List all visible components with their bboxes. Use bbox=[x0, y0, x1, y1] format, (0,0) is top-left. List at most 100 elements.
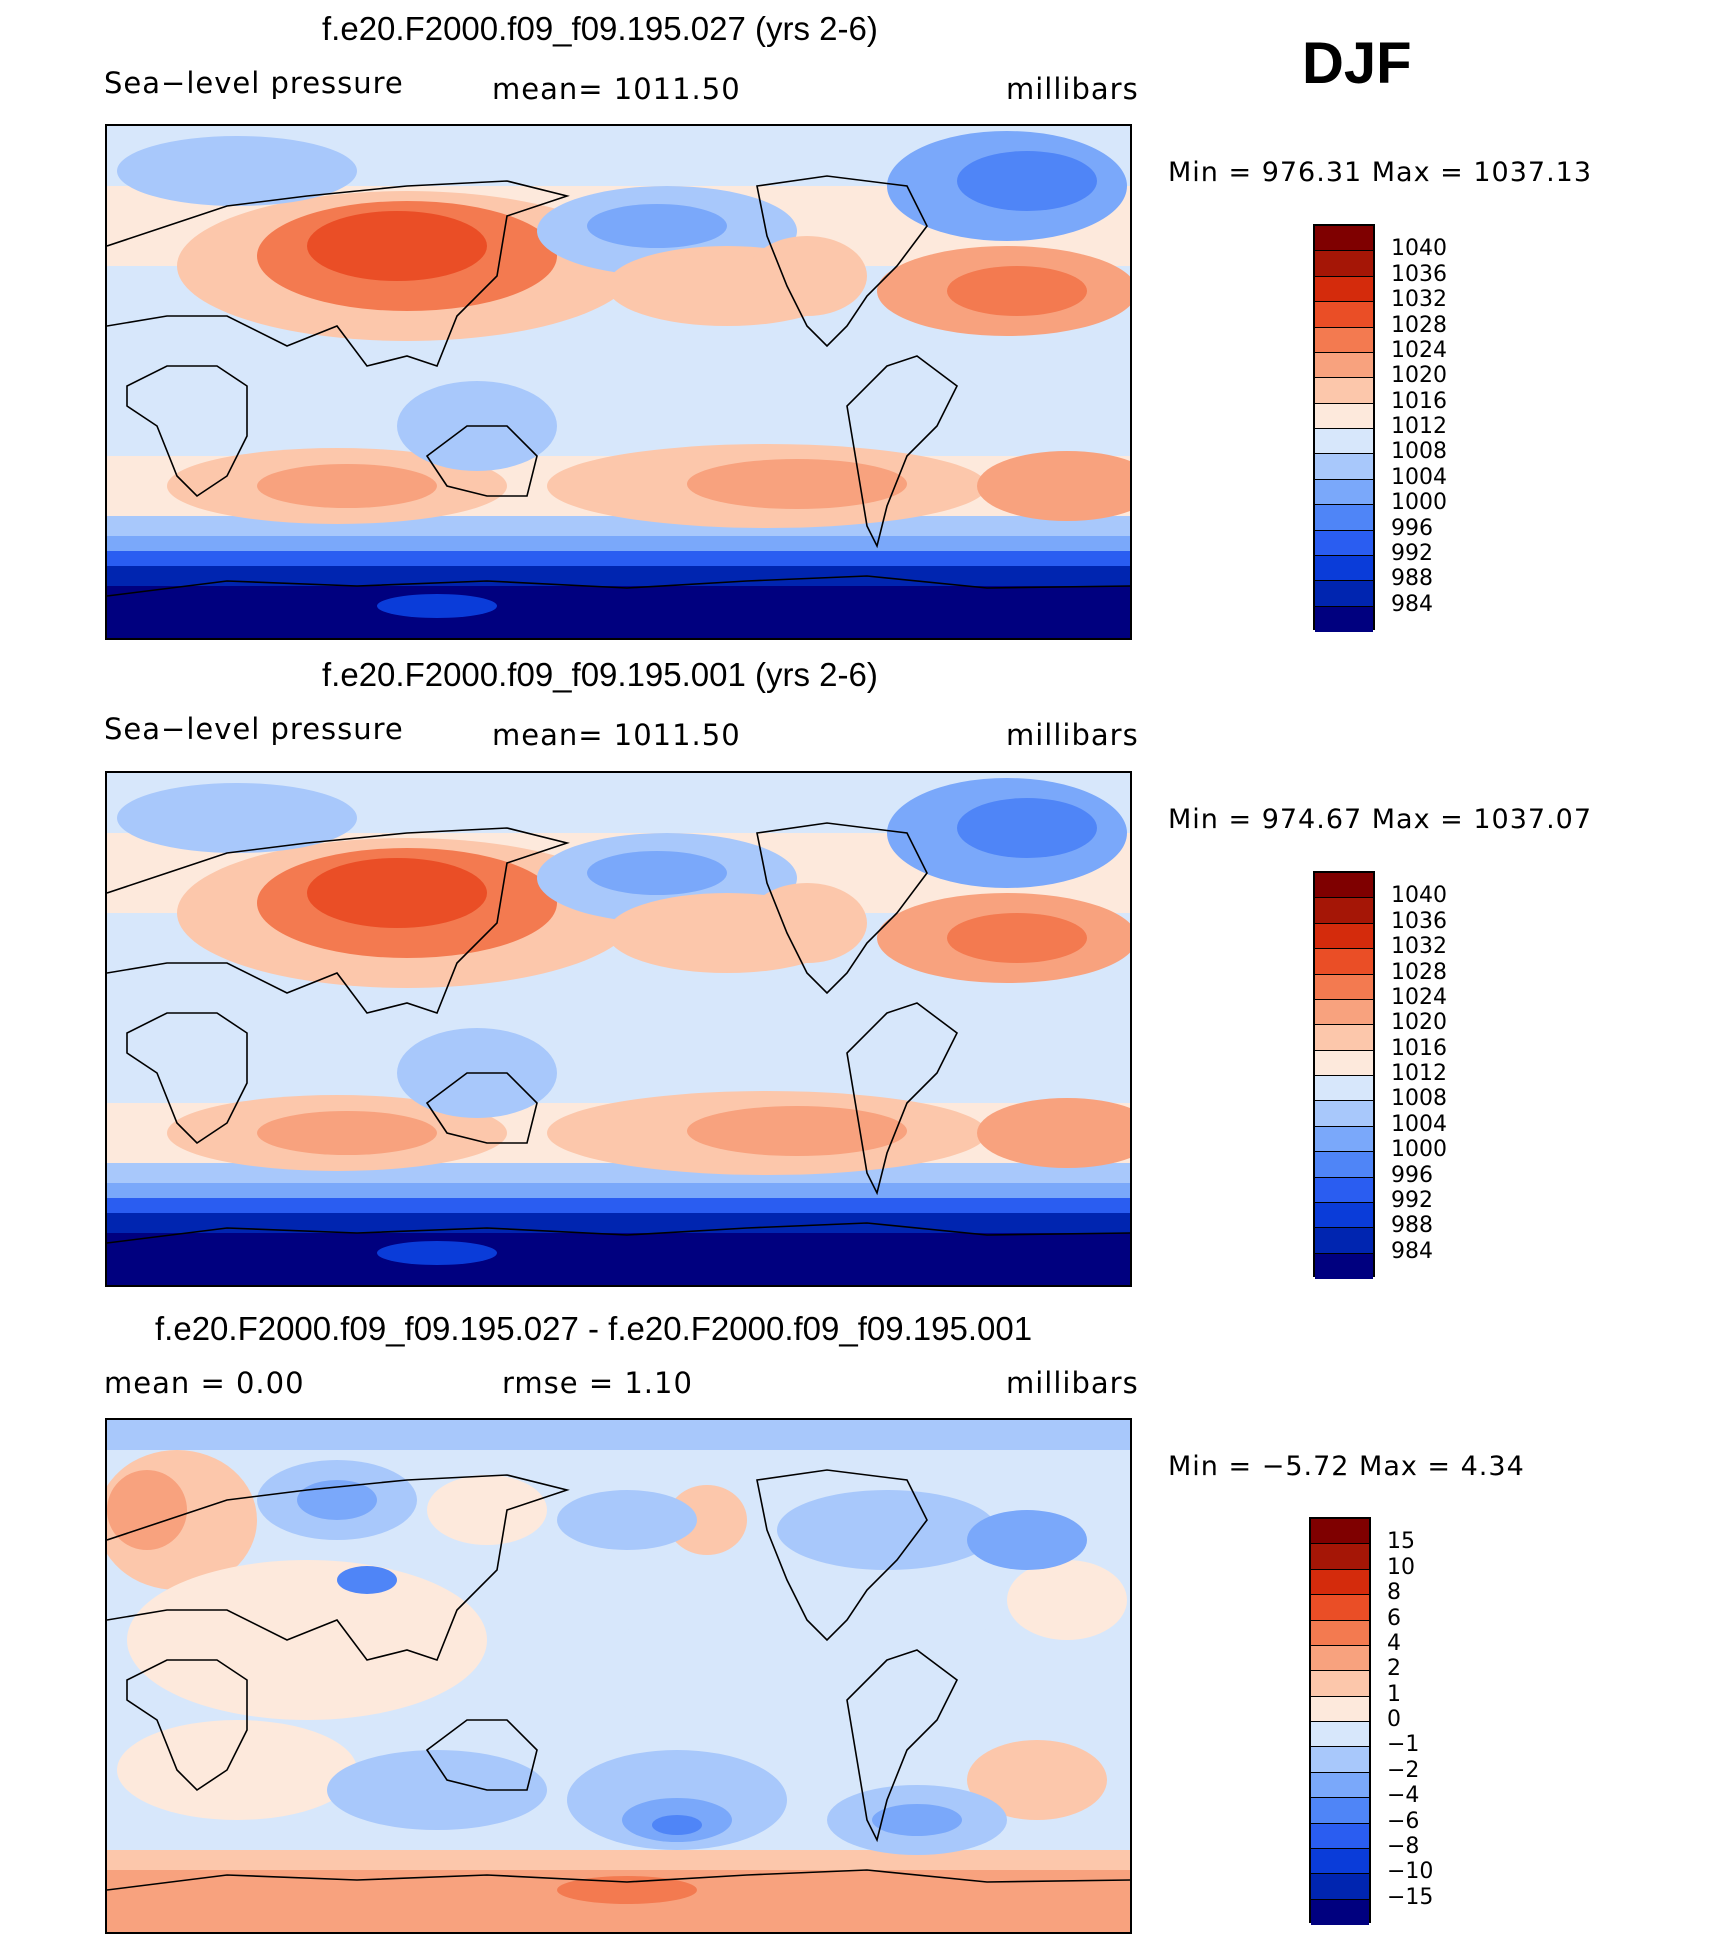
colorbar-tick-label: 1016 bbox=[1391, 1035, 1447, 1061]
colorbar-swatch bbox=[1315, 999, 1373, 1026]
coastline bbox=[107, 827, 570, 1014]
colorbar-swatch bbox=[1311, 1823, 1369, 1849]
colorbar-swatch bbox=[1311, 1544, 1369, 1570]
panel1-min-max: Min = 976.31 Max = 1037.13 bbox=[1168, 157, 1593, 188]
contour-low bbox=[117, 783, 357, 853]
colorbar-tick-label: 1012 bbox=[1391, 414, 1447, 439]
colorbar-tick-label: 1016 bbox=[1391, 388, 1447, 414]
contour-pos bbox=[427, 1475, 547, 1545]
colorbar-swatch bbox=[1315, 251, 1373, 277]
panel3-units: millibars bbox=[1006, 1366, 1139, 1400]
panel2-colorbar: 1040 1036 1032 1028 1024 1020 1016 1012 1008 1004… bbox=[1313, 871, 1513, 1279]
colorbar-tick-label: 4 bbox=[1387, 1630, 1401, 1656]
colorbar-tick-label: 2 bbox=[1387, 1656, 1401, 1682]
contour-neg bbox=[327, 1750, 547, 1830]
colorbar-tick-label: 1008 bbox=[1391, 1086, 1447, 1112]
contour-low bbox=[377, 1241, 497, 1265]
colorbar-tick-label: 1000 bbox=[1391, 1137, 1447, 1163]
coastline bbox=[425, 425, 538, 497]
colorbar-tick-label: 1024 bbox=[1391, 337, 1447, 363]
colorbar-tick-label: 1040 bbox=[1391, 883, 1447, 909]
contour-high bbox=[977, 451, 1130, 521]
contour-band bbox=[107, 1420, 1130, 1450]
colorbar-swatch bbox=[1311, 1569, 1369, 1596]
contour-neg bbox=[337, 1566, 397, 1594]
panel3-contour-field bbox=[107, 1420, 1130, 1932]
contour-neg bbox=[652, 1815, 702, 1835]
panel1-title: f.e20.F2000.f09_f09.195.027 (yrs 2-6) bbox=[322, 10, 878, 47]
colorbar-swatch bbox=[1311, 1519, 1369, 1545]
panel2-contour-field bbox=[107, 773, 1130, 1285]
coastline bbox=[425, 1072, 538, 1144]
coastline bbox=[846, 1649, 959, 1843]
colorbar-tick-label: −15 bbox=[1387, 1884, 1434, 1910]
contour-neg bbox=[297, 1480, 377, 1520]
contour-neg bbox=[967, 1510, 1087, 1570]
colorbar-tick-label: 1028 bbox=[1391, 959, 1447, 985]
coastline bbox=[107, 1222, 1130, 1244]
contour-low bbox=[957, 798, 1097, 858]
colorbar-swatch bbox=[1311, 1696, 1369, 1722]
colorbar-swatch bbox=[1311, 1620, 1369, 1646]
colorbar-tick-label: 996 bbox=[1391, 515, 1433, 541]
colorbar-tick-label: 15 bbox=[1387, 1529, 1415, 1555]
panel3-mean: mean = 0.00 bbox=[104, 1366, 305, 1400]
colorbar-swatch bbox=[1315, 429, 1373, 455]
colorbar-swatch bbox=[1315, 923, 1373, 950]
contour-high bbox=[307, 211, 487, 281]
contour-neg bbox=[607, 1580, 1007, 1760]
contour-high bbox=[947, 266, 1087, 316]
panel3-title: f.e20.F2000.f09_f09.195.027 - f.e20.F200… bbox=[155, 1310, 1033, 1347]
colorbar-swatch bbox=[1315, 1101, 1373, 1127]
contour-band bbox=[107, 1233, 1130, 1285]
colorbar-tick-label: 1032 bbox=[1391, 287, 1447, 313]
colorbar-box bbox=[1313, 224, 1375, 632]
contour-high bbox=[977, 1098, 1130, 1168]
colorbar-tick-label: −4 bbox=[1387, 1783, 1420, 1809]
panel3-min-max: Min = −5.72 Max = 4.34 bbox=[1168, 1451, 1525, 1482]
contour-high bbox=[747, 883, 867, 963]
coastline bbox=[756, 822, 928, 995]
coastline bbox=[756, 1469, 928, 1642]
panel1-units: millibars bbox=[1006, 72, 1139, 106]
colorbar-swatch bbox=[1311, 1798, 1369, 1824]
coastline bbox=[425, 1719, 538, 1791]
coastline bbox=[107, 1869, 1130, 1891]
contour-pos bbox=[127, 1560, 487, 1720]
contour-high bbox=[257, 464, 437, 508]
contour-band bbox=[107, 1183, 1130, 1198]
contour-pos bbox=[967, 1740, 1107, 1820]
panel2-title: f.e20.F2000.f09_f09.195.001 (yrs 2-6) bbox=[322, 656, 878, 693]
panel1-contour-field bbox=[107, 126, 1130, 638]
colorbar-tick-label: 10 bbox=[1387, 1554, 1415, 1580]
contour-band bbox=[107, 536, 1130, 551]
colorbar-swatch bbox=[1315, 1050, 1373, 1076]
panel1-mean: mean= 1011.50 bbox=[492, 72, 741, 106]
contour-low bbox=[117, 136, 357, 206]
contour-band bbox=[107, 1198, 1130, 1213]
colorbar-swatch bbox=[1311, 1874, 1369, 1900]
contour-band bbox=[107, 586, 1130, 638]
contour-low bbox=[957, 151, 1097, 211]
colorbar-swatch bbox=[1315, 505, 1373, 531]
panel2-min-max: Min = 974.67 Max = 1037.07 bbox=[1168, 804, 1593, 835]
contour-high bbox=[257, 1111, 437, 1155]
colorbar-box bbox=[1309, 1517, 1371, 1925]
coastline bbox=[107, 180, 570, 367]
colorbar-swatch bbox=[1315, 974, 1373, 1000]
panel3-rmse: rmse = 1.10 bbox=[502, 1366, 693, 1400]
colorbar-swatch bbox=[1315, 606, 1373, 632]
coastline bbox=[126, 365, 248, 498]
contour-pos bbox=[557, 1876, 697, 1904]
contour-high bbox=[947, 913, 1087, 963]
colorbar-tick-label: 1028 bbox=[1391, 312, 1447, 338]
colorbar-swatch bbox=[1311, 1899, 1369, 1925]
colorbar-swatch bbox=[1315, 555, 1373, 582]
colorbar-swatch bbox=[1315, 327, 1373, 353]
colorbar-swatch bbox=[1311, 1671, 1369, 1697]
contour-high bbox=[747, 236, 867, 316]
colorbar-swatch bbox=[1315, 226, 1373, 252]
contour-pos bbox=[107, 1470, 187, 1550]
colorbar-tick-label: 984 bbox=[1391, 1238, 1433, 1264]
colorbar-tick-label: 996 bbox=[1391, 1162, 1433, 1188]
